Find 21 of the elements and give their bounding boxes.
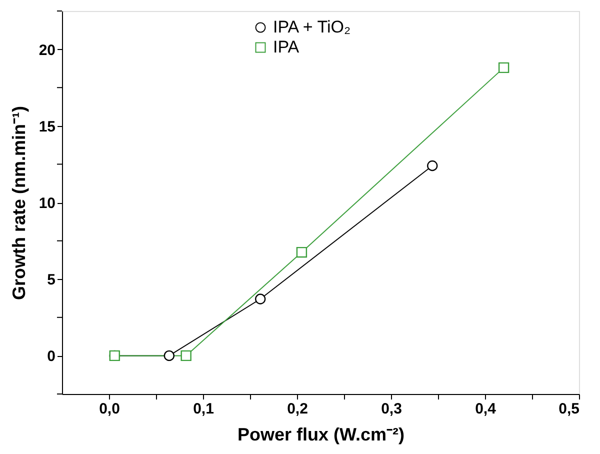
x-axis-title: Power flux (W.cm⁻²) [237, 424, 405, 444]
y-tick-label: 5 [47, 272, 56, 289]
point [254, 294, 266, 304]
x-tick-label: 0,2 [287, 400, 308, 418]
y-tick-label: 15 [38, 118, 56, 136]
y-tick-label: 20 [38, 42, 56, 59]
point [164, 350, 175, 362]
x-tick-label: 0,3 [381, 400, 402, 418]
x-tick-label: 0,0 [99, 400, 120, 418]
x-tick-label: 0,5 [558, 400, 580, 418]
point [180, 350, 192, 362]
x-tick-label: 0,4 [475, 400, 497, 418]
x-tick-label: 0,1 [193, 400, 214, 418]
y-axis-title: Growth rate (nm.min⁻¹) [8, 106, 29, 300]
legend-label: IPA [273, 38, 300, 56]
point [296, 246, 308, 258]
y-tick-label: 10 [38, 195, 56, 212]
y-tick-label: 0 [47, 348, 56, 366]
point [427, 160, 438, 172]
point [498, 62, 510, 74]
legend-label: IPA + TiO₂ [273, 18, 351, 36]
